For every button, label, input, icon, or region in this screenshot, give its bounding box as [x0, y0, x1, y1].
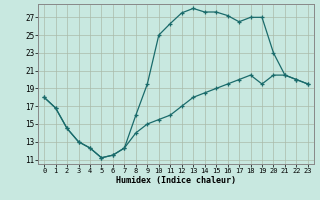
X-axis label: Humidex (Indice chaleur): Humidex (Indice chaleur) [116, 176, 236, 185]
